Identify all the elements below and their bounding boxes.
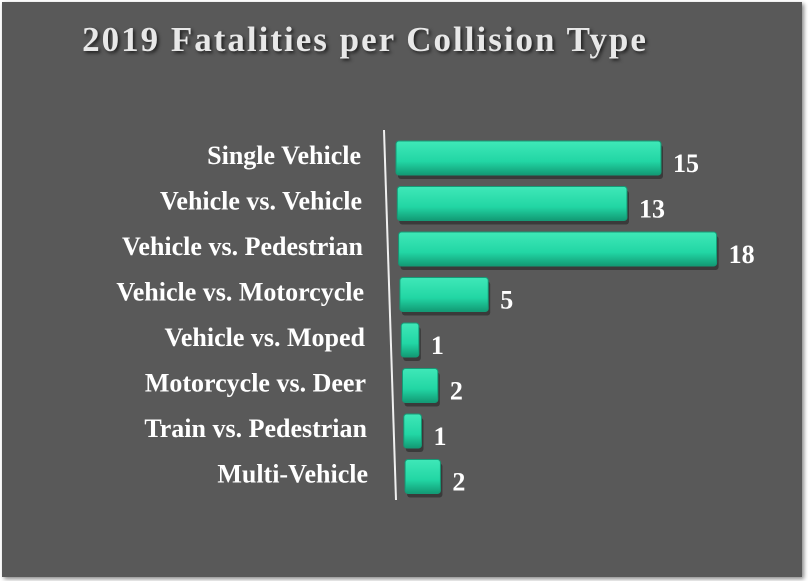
category-label: Vehicle vs. Pedestrian bbox=[122, 232, 363, 261]
bar bbox=[400, 322, 420, 358]
axis-line bbox=[383, 129, 397, 501]
value-label: 18 bbox=[729, 240, 755, 269]
value-label: 13 bbox=[639, 194, 665, 223]
category-label: Single Vehicle bbox=[207, 141, 361, 170]
bar bbox=[398, 231, 718, 267]
value-label: 2 bbox=[450, 376, 463, 405]
category-label: Multi-Vehicle bbox=[217, 459, 368, 488]
bar bbox=[402, 368, 439, 403]
value-label: 2 bbox=[452, 467, 465, 496]
category-label: Vehicle vs. Moped bbox=[164, 323, 365, 352]
value-label: 15 bbox=[673, 149, 699, 178]
category-label: Vehicle vs. Motorcycle bbox=[116, 277, 364, 306]
category-label: Train vs. Pedestrian bbox=[144, 414, 367, 443]
category-label: Motorcycle vs. Deer bbox=[145, 368, 366, 397]
bar bbox=[399, 277, 489, 312]
value-label: 1 bbox=[431, 331, 444, 360]
category-label: Vehicle vs. Vehicle bbox=[160, 186, 362, 215]
bar bbox=[396, 186, 628, 221]
bar bbox=[403, 413, 422, 449]
bar bbox=[404, 459, 441, 494]
chart-title: 2019 Fatalities per Collision Type bbox=[82, 20, 648, 59]
bar bbox=[395, 140, 662, 176]
value-label: 1 bbox=[433, 422, 446, 451]
value-label: 5 bbox=[500, 285, 513, 314]
